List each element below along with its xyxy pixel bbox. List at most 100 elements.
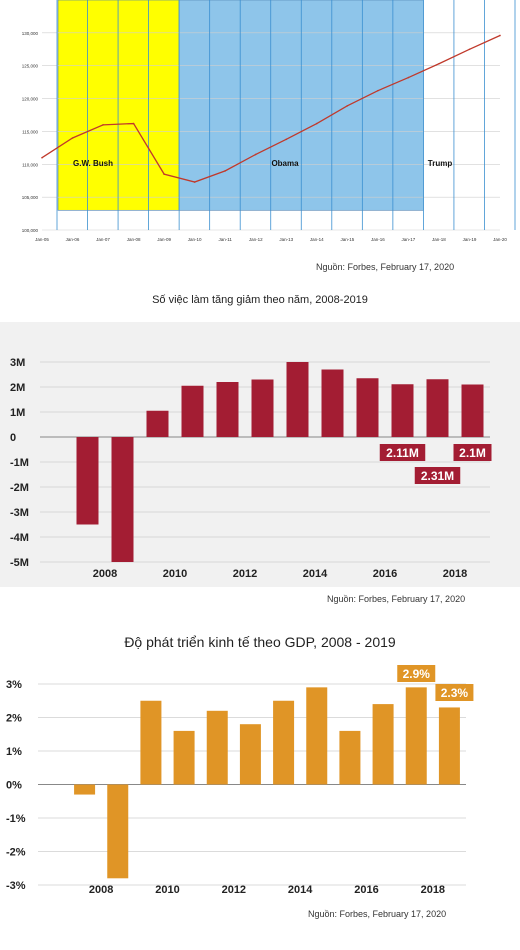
bar-2010 (146, 410, 169, 437)
bar-2018 (405, 687, 427, 785)
bar-2008 (76, 437, 99, 525)
y-tick-label: 1M (10, 407, 25, 419)
gdp-chart-svg: 3% 2% 1% 0% -1% -2% -3% 2008 2010 2012 2014 2016 201… (6, 665, 474, 896)
employment-point (316, 122, 318, 125)
y-tick-label: 130,000 (22, 31, 39, 36)
y-tick-label: 2% (6, 713, 22, 725)
bar-2012 (216, 382, 239, 437)
y-tick-label: 1% (6, 746, 22, 758)
x-tick-label: 2010 (155, 884, 179, 896)
x-tick-label: 2018 (421, 884, 445, 896)
y-tick-label: -1% (6, 813, 26, 825)
bar-2015 (306, 687, 328, 785)
data-label: 2.1M (459, 446, 486, 460)
region-0 (57, 0, 180, 211)
data-label: 2.9% (403, 667, 431, 681)
bar-2009 (111, 437, 134, 562)
employment-point (346, 105, 349, 107)
data-label-box (453, 444, 492, 461)
data-label-box (435, 684, 474, 701)
source-note-2: Nguồn: Forbes, February 17, 2020 (327, 594, 466, 604)
x-tick-label: 2012 (233, 568, 257, 580)
data-label: 2.11M (386, 446, 419, 460)
data-label: 2.31M (421, 469, 454, 483)
bar-2018 (426, 379, 449, 437)
y-tick-label: 3M (10, 357, 25, 369)
jobs-bar-chart: 3M 2M 1M 0 -1M -2M -3M -4M -5M 2008 2010 2012 2014 20… (0, 322, 520, 587)
x-tick-label: Jan-12 (249, 237, 263, 242)
y-tick-label: 3% (6, 679, 22, 691)
employment-line-chart: 130,000 125,000 120,000 115,000 110,000 105,0… (0, 0, 520, 245)
bar-2009 (107, 784, 129, 879)
x-tick-label: 2014 (288, 884, 313, 896)
employment-point (468, 48, 471, 51)
x-tick-label: Jan-11 (218, 237, 232, 242)
employment-point (163, 173, 165, 175)
data-label: 2.3% (441, 686, 469, 700)
bar-2019 (461, 384, 484, 437)
line-chart-svg: 130,000 125,000 120,000 115,000 110,000 105,0… (22, 0, 516, 242)
data-label-box (397, 665, 436, 682)
source-note-3: Nguồn: Forbes, February 17, 2020 (308, 909, 447, 919)
y-tick-label: -3% (6, 880, 26, 892)
employment-point (377, 89, 379, 92)
bar-2014 (273, 700, 295, 785)
y-tick-label: 100,000 (22, 228, 39, 233)
y-tick-label: 0% (6, 780, 22, 792)
x-tick-label: 2012 (222, 884, 246, 896)
employment-point (407, 76, 410, 79)
employment-point (285, 138, 288, 141)
bar-2016 (356, 378, 379, 437)
employment-point (41, 156, 43, 159)
region-label: G.W. Bush (73, 159, 113, 168)
y-tick-label: 115,000 (22, 129, 38, 134)
x-tick-label: Jan-17 (402, 237, 416, 242)
gdp-chart-title: Độ phát triển kinh tế theo GDP, 2008 - 2… (124, 634, 396, 650)
data-label-box (414, 467, 461, 484)
gdp-bar-chart: 3% 2% 1% 0% -1% -2% -3% 2008 2010 2012 2014 2016 201… (0, 660, 520, 900)
bar-2008 (74, 784, 96, 795)
x-tick-label: Jan-06 (66, 237, 80, 242)
jobs-chart-svg: 3M 2M 1M 0 -1M -2M -3M -4M -5M 2008 2010 2012 2014 20… (0, 322, 520, 587)
x-tick-label: Jan-18 (432, 237, 446, 242)
employment-point (71, 137, 74, 139)
x-tick-label: 2016 (373, 568, 397, 580)
x-tick-label: Jan-07 (96, 237, 110, 242)
y-tick-label: 125,000 (22, 64, 39, 69)
employment-point (254, 153, 257, 156)
bar-2011 (173, 730, 195, 785)
employment-point (193, 181, 196, 183)
y-tick-label: -4M (10, 532, 29, 544)
y-tick-label: -3M (10, 507, 29, 519)
x-tick-label: 2018 (443, 568, 467, 580)
employment-point (102, 124, 104, 126)
y-tick-label: 2M (10, 382, 25, 394)
region-label: Obama (271, 159, 299, 168)
y-tick-label: 105,000 (22, 195, 39, 200)
y-tick-label: 0 (10, 432, 16, 444)
x-tick-label: Jan-09 (157, 237, 171, 242)
x-tick-label: Jan-16 (371, 237, 385, 242)
bar-2019 (438, 707, 460, 785)
y-tick-label: -1M (10, 457, 29, 469)
x-tick-label: Jan-15 (340, 237, 354, 242)
bar-2013 (251, 379, 274, 437)
data-label-box (379, 444, 426, 461)
y-tick-label: -5M (10, 557, 29, 569)
x-tick-label: 2014 (303, 568, 328, 580)
employment-point (499, 34, 501, 37)
bar-2017 (391, 384, 414, 437)
employment-point (224, 170, 226, 172)
x-tick-label: 2008 (93, 568, 117, 580)
y-tick-label: -2% (6, 847, 26, 859)
x-tick-label: Jan-08 (127, 237, 141, 242)
source-note-1: Nguồn: Forbes, February 17, 2020 (316, 262, 455, 272)
employment-point (438, 62, 440, 65)
bar-2014 (286, 362, 309, 437)
bar-2015 (321, 369, 344, 437)
x-tick-label: 2010 (163, 568, 187, 580)
bar-2017 (372, 704, 394, 785)
employment-series-line (41, 34, 501, 183)
employment-point (132, 122, 135, 125)
y-tick-label: 120,000 (22, 97, 39, 102)
